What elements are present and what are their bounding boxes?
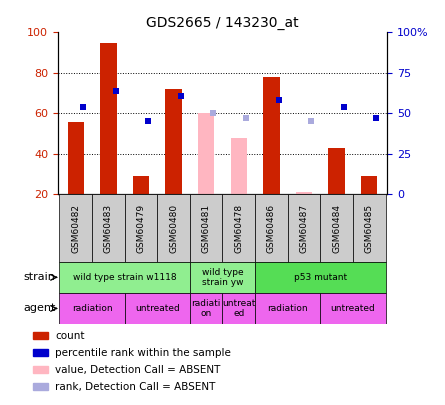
Bar [222,194,255,262]
Text: wild type strain w1118: wild type strain w1118 [73,273,177,282]
Bar [125,194,157,262]
Text: GSM60484: GSM60484 [332,204,341,253]
Bar [320,293,385,324]
Text: strain: strain [24,272,56,282]
Text: GSM60480: GSM60480 [169,204,178,253]
Bar [320,194,353,262]
Bar [190,194,222,262]
Text: radiation: radiation [267,304,308,313]
Bar [190,293,222,324]
Text: GSM60482: GSM60482 [71,204,80,253]
Bar [198,113,214,194]
Text: GSM60486: GSM60486 [267,204,276,253]
Bar [255,262,385,293]
Bar [328,148,345,194]
Bar [60,262,190,293]
Bar [33,366,49,373]
Text: radiati
on: radiati on [191,299,221,318]
Bar [255,293,320,324]
Bar [263,77,279,194]
Bar [222,293,255,324]
Bar [288,194,320,262]
Bar [133,176,149,194]
Bar [231,138,247,194]
Text: agent: agent [23,303,56,313]
Text: untreated: untreated [331,304,375,313]
Text: GSM60478: GSM60478 [235,204,243,253]
Bar [125,293,190,324]
Bar [60,194,92,262]
Title: GDS2665 / 143230_at: GDS2665 / 143230_at [146,16,299,30]
Bar [92,194,125,262]
Bar [68,122,84,194]
Text: GSM60479: GSM60479 [137,204,146,253]
Text: radiation: radiation [72,304,113,313]
Text: rank, Detection Call = ABSENT: rank, Detection Call = ABSENT [55,382,216,392]
Text: GSM60481: GSM60481 [202,204,210,253]
Text: p53 mutant: p53 mutant [294,273,347,282]
Bar [255,194,288,262]
Bar [296,192,312,194]
Text: count: count [55,331,85,341]
Bar [33,332,49,339]
Text: untreated: untreated [135,304,180,313]
Text: GSM60485: GSM60485 [365,204,374,253]
Bar [157,194,190,262]
Text: percentile rank within the sample: percentile rank within the sample [55,347,231,358]
Text: GSM60483: GSM60483 [104,204,113,253]
Text: GSM60487: GSM60487 [299,204,308,253]
Text: value, Detection Call = ABSENT: value, Detection Call = ABSENT [55,364,221,375]
Bar [166,89,182,194]
Bar [100,43,117,194]
Bar [190,262,255,293]
Text: untreat
ed: untreat ed [222,299,255,318]
Bar [60,293,125,324]
Bar [361,176,377,194]
Text: wild type
strain yw: wild type strain yw [202,268,243,287]
Bar [33,349,49,356]
Bar [353,194,385,262]
Bar [33,383,49,390]
